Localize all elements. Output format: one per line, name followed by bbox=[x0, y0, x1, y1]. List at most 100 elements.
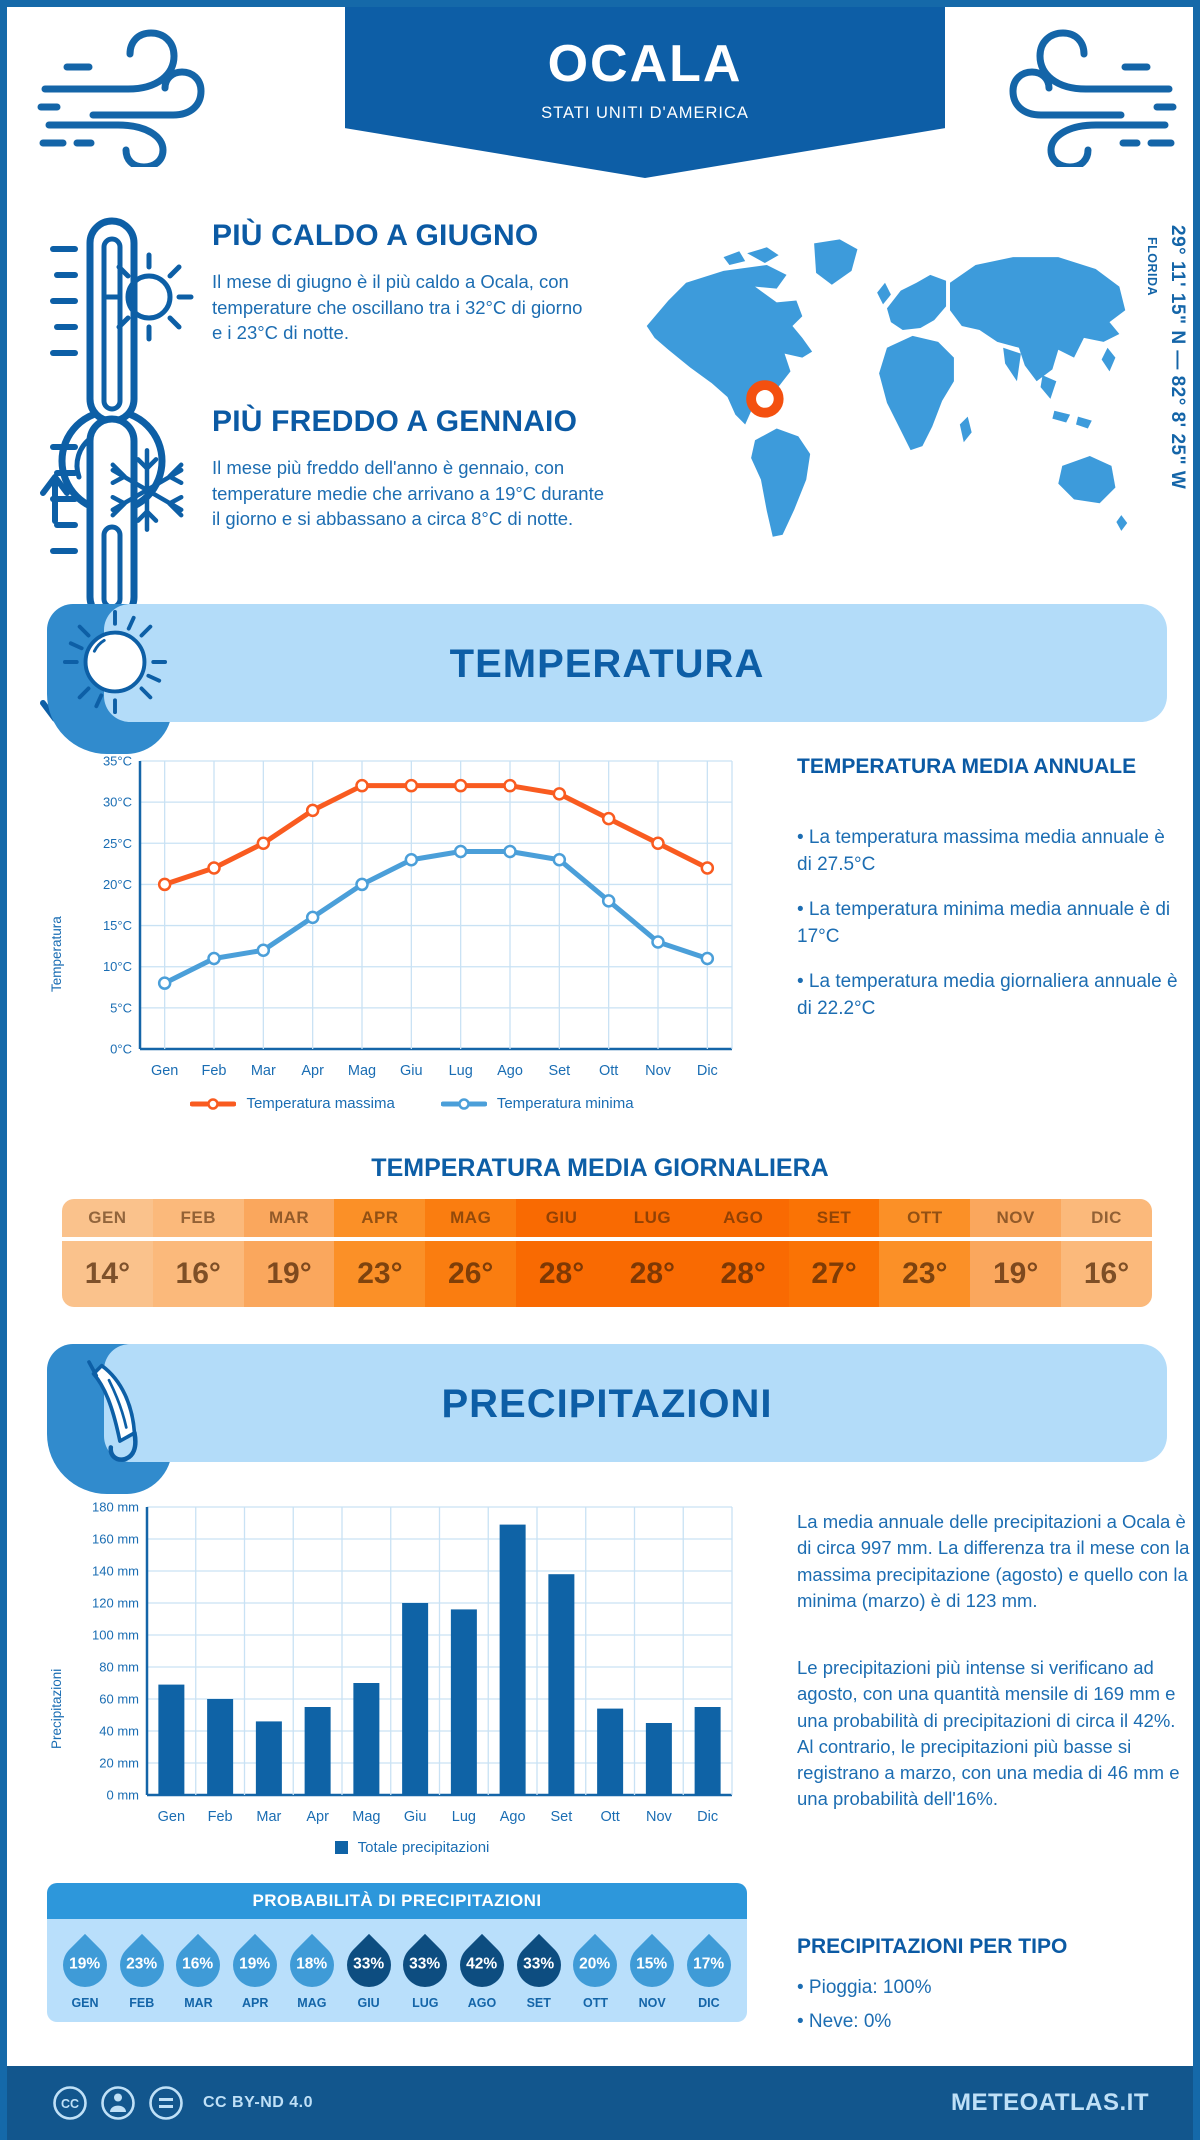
droplet-month-label: MAR bbox=[184, 1996, 213, 2010]
no-derivatives-icon bbox=[149, 2086, 183, 2120]
snowflake-icon bbox=[110, 448, 184, 532]
sun-banner-icon bbox=[62, 609, 168, 715]
probability-item: 16% MAR bbox=[167, 1933, 230, 2010]
svg-text:Mag: Mag bbox=[352, 1809, 380, 1825]
legend-item: Totale precipitazioni bbox=[334, 1839, 489, 1856]
site-label: METEOATLAS.IT bbox=[950, 2089, 1149, 2116]
daily-temp-month: MAG bbox=[425, 1199, 517, 1237]
svg-text:Feb: Feb bbox=[202, 1063, 227, 1079]
svg-text:Dic: Dic bbox=[697, 1809, 718, 1825]
svg-text:30°C: 30°C bbox=[103, 795, 132, 810]
table-divider bbox=[62, 1237, 1152, 1241]
sun-icon bbox=[104, 252, 194, 342]
svg-text:Ago: Ago bbox=[500, 1809, 526, 1825]
droplet-month-label: GIU bbox=[357, 1996, 380, 2010]
daily-temp-month: LUG bbox=[606, 1199, 698, 1237]
probability-item: 33% GIU bbox=[337, 1933, 400, 2010]
header-banner: OCALA STATI UNITI D'AMERICA bbox=[345, 7, 945, 178]
page-subtitle: STATI UNITI D'AMERICA bbox=[541, 104, 749, 122]
droplet-icon: 42% bbox=[450, 1933, 514, 1997]
annual-temp-bullet: • La temperatura media giornaliera annua… bbox=[797, 971, 1178, 1019]
daily-temp-value: 26° bbox=[425, 1241, 517, 1307]
svg-text:Mag: Mag bbox=[348, 1063, 376, 1079]
svg-text:Mar: Mar bbox=[251, 1063, 276, 1079]
daily-temp-table: GEN FEB MAR APR MAG GIU LUG AGO SET OTT NOV DIC 14°… bbox=[62, 1199, 1152, 1307]
svg-text:20 mm: 20 mm bbox=[99, 1756, 139, 1771]
annual-temp-bullet: • La temperatura minima media annuale è … bbox=[797, 899, 1171, 947]
annual-temp-bullet: • La temperatura massima media annuale è… bbox=[797, 827, 1165, 875]
legend-item: Temperatura massima bbox=[190, 1095, 395, 1112]
daily-temp-value: 28° bbox=[516, 1241, 607, 1307]
svg-text:20°C: 20°C bbox=[103, 877, 132, 892]
droplet-icon: 33% bbox=[337, 1933, 400, 1997]
temperature-line-chart: 0°C 5°C 10°C 15°C 20°C 25°C 30°C 35°C Gen Feb Mar A… bbox=[103, 754, 733, 1079]
droplet-month-label: NOV bbox=[638, 1996, 666, 2010]
droplet-icon: 19% bbox=[224, 1933, 287, 1997]
hot-month-text: Il mese di giugno è il più caldo a Ocala… bbox=[212, 271, 583, 344]
annual-temp-title: TEMPERATURA MEDIA ANNUALE bbox=[797, 755, 1137, 778]
bar-chart-ylabel: Precipitazioni bbox=[49, 1668, 64, 1749]
svg-text:15°C: 15°C bbox=[103, 918, 132, 933]
probability-item: 33% LUG bbox=[394, 1933, 457, 2010]
daily-temp-month: AGO bbox=[697, 1199, 789, 1237]
daily-temp-value: 16° bbox=[1061, 1241, 1152, 1307]
svg-text:Nov: Nov bbox=[646, 1809, 673, 1825]
svg-text:Gen: Gen bbox=[158, 1809, 185, 1825]
svg-text:Giu: Giu bbox=[400, 1063, 423, 1079]
temperature-banner: TEMPERATURA bbox=[47, 604, 1167, 756]
svg-text:0 mm: 0 mm bbox=[107, 1788, 140, 1803]
svg-text:Feb: Feb bbox=[208, 1809, 233, 1825]
probability-item: 18% MAG bbox=[280, 1933, 343, 2010]
svg-text:Ott: Ott bbox=[599, 1063, 618, 1079]
svg-text:100 mm: 100 mm bbox=[92, 1628, 139, 1643]
daily-temp-value: 23° bbox=[879, 1241, 971, 1307]
svg-text:80 mm: 80 mm bbox=[99, 1660, 139, 1675]
svg-text:Ago: Ago bbox=[497, 1063, 523, 1079]
location-marker bbox=[746, 380, 784, 418]
droplet-icon: 20% bbox=[564, 1933, 627, 1997]
probability-item: 17% DIC bbox=[677, 1933, 741, 2010]
daily-temp-value: 28° bbox=[697, 1241, 789, 1307]
banner-bar bbox=[104, 1344, 1167, 1462]
section-title-temperature: TEMPERATURA bbox=[449, 642, 765, 686]
probability-item: 20% OTT bbox=[564, 1933, 627, 2010]
map-coordinates: FLORIDA 29° 11' 15" N — 82° 8' 25" W bbox=[1145, 225, 1188, 489]
daily-temp-month: MAR bbox=[243, 1199, 335, 1237]
svg-text:Mar: Mar bbox=[256, 1809, 281, 1825]
page-title: OCALA bbox=[547, 35, 743, 93]
svg-text:Apr: Apr bbox=[306, 1809, 329, 1825]
svg-text:140 mm: 140 mm bbox=[92, 1564, 139, 1579]
probability-item: 42% AGO bbox=[450, 1933, 514, 2010]
world-map bbox=[646, 239, 1128, 537]
droplet-icon: 33% bbox=[507, 1933, 570, 1997]
bar-chart-legend: Totale precipitazioni bbox=[127, 1839, 697, 1856]
svg-text:120 mm: 120 mm bbox=[92, 1596, 139, 1611]
daily-temp-value: 19° bbox=[243, 1241, 335, 1307]
droplet-icon: 19% bbox=[53, 1933, 117, 1997]
svg-text:0°C: 0°C bbox=[110, 1042, 132, 1057]
daily-temp-month: OTT bbox=[879, 1199, 971, 1237]
precip-paragraph-2: Le precipitazioni più intense si verific… bbox=[797, 1657, 1180, 1810]
precip-paragraph-1: La media annuale delle precipitazioni a … bbox=[797, 1511, 1190, 1611]
daily-temp-title: TEMPERATURA MEDIA GIORNALIERA bbox=[371, 1154, 829, 1182]
probability-item: 19% APR bbox=[224, 1933, 287, 2010]
droplet-month-label: GEN bbox=[71, 1996, 99, 2010]
hot-month-title: PIÙ CALDO A GIUGNO bbox=[212, 219, 539, 252]
daily-temp-value: 16° bbox=[152, 1241, 244, 1307]
probability-item: 15% NOV bbox=[621, 1933, 684, 2010]
svg-text:Set: Set bbox=[548, 1063, 570, 1079]
line-chart-legend: Temperatura massima Temperatura minima bbox=[127, 1095, 697, 1112]
svg-text:25°C: 25°C bbox=[103, 836, 132, 851]
droplet-icon: 17% bbox=[677, 1933, 741, 1997]
cold-month-title: PIÙ FREDDO A GENNAIO bbox=[212, 405, 578, 438]
precip-probability-title: PROBABILITÀ DI PRECIPITAZIONI bbox=[47, 1883, 747, 1919]
droplet-month-label: MAG bbox=[297, 1996, 327, 2010]
droplet-month-label: APR bbox=[241, 1996, 269, 2010]
legend-item: Temperatura minima bbox=[440, 1095, 634, 1112]
attribution-person-icon bbox=[101, 2086, 135, 2120]
precipitation-banner: PRECIPITAZIONI bbox=[47, 1344, 1167, 1496]
daily-temp-value: 27° bbox=[788, 1241, 880, 1307]
svg-text:160 mm: 160 mm bbox=[92, 1532, 139, 1547]
region-label: FLORIDA bbox=[1145, 237, 1159, 297]
daily-temp-month: FEB bbox=[152, 1199, 244, 1237]
